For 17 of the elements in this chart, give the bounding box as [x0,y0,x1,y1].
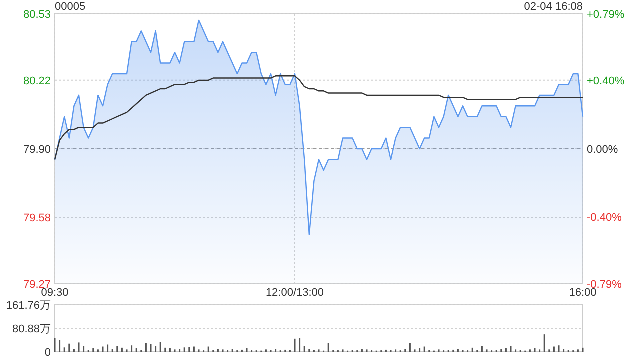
x-tick-label: 16:00 [569,287,597,299]
line-series [54,76,584,160]
chart-title: 00005 [55,1,86,13]
y-tick-label: 0 [44,346,51,359]
x-tick-label: 09:30 [41,287,69,299]
y2-tick-label: -0.40% [587,212,622,224]
y2-tick-label: 0.00% [587,144,618,156]
text: 02-04 16:08 [524,1,583,13]
y-tick-label: 80.22 [23,75,51,88]
y-tick-label: 79.90 [23,144,51,156]
y-tick-label: 80.53 [23,8,51,21]
y-tick-label: 79.58 [23,212,51,224]
y-tick-label: 80.88万 [12,323,51,336]
y-tick-label: 161.76万 [6,300,51,312]
x-tick-label: 12:00/13:00 [266,287,324,299]
y2-tick-label: +0.79% [587,8,625,21]
y2-tick-label: +0.40% [587,75,625,88]
